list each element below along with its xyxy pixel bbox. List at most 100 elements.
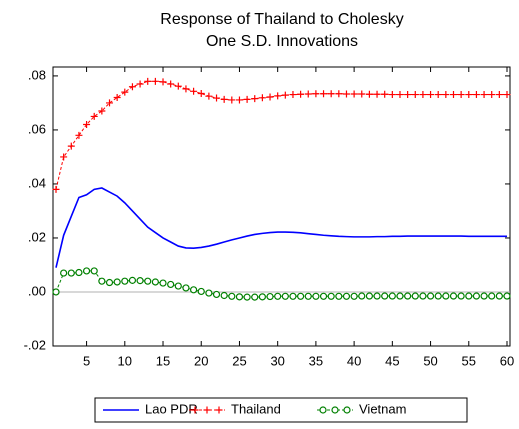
point [365,292,374,300]
point [358,90,366,98]
point [52,288,60,296]
point [396,91,404,99]
x-tick-label: 60 [500,353,514,368]
point [495,91,503,99]
point [90,267,98,275]
legend-marker [203,406,211,414]
point [281,91,289,99]
point [205,289,213,297]
point [312,90,320,98]
x-tick-label: 50 [423,353,437,368]
point [197,89,205,97]
legend-marker [319,406,327,414]
point [151,77,159,85]
point [121,277,129,285]
y-tick-label: .00 [28,283,46,298]
point [327,292,335,300]
point [136,277,144,285]
legend-label: Vietnam [359,401,406,416]
point [228,96,236,104]
point [465,292,473,300]
point [480,91,488,99]
point [106,99,114,107]
x-tick-label: 45 [385,353,399,368]
point [197,287,205,296]
point [251,293,259,301]
point [128,83,136,91]
point [434,292,442,300]
x-tick-label: 15 [156,353,170,368]
point [52,185,60,193]
point [350,90,358,98]
point [235,293,244,301]
point [98,107,106,115]
chart-title: Response of Thailand to Cholesky [160,11,403,28]
point [113,94,121,102]
point [243,95,251,103]
x-tick-label: 20 [194,353,208,368]
point [427,91,435,99]
point [266,93,274,101]
point [381,90,389,98]
point [488,91,496,99]
point [297,90,305,98]
series-line [55,80,507,190]
point [457,292,465,300]
point [274,292,282,300]
point [411,91,419,99]
point [105,278,114,287]
point [159,279,167,287]
point [335,292,343,300]
point [327,90,335,98]
legend-label: Thailand [231,401,281,416]
point [404,292,412,300]
point [472,292,481,300]
point [426,292,435,300]
legend-label: Lao PDR [145,401,198,416]
point [75,131,83,139]
y-tick-label: -.02 [24,337,46,352]
point [258,94,266,102]
point [174,82,182,90]
point [243,293,251,301]
point [480,292,488,300]
point [60,153,68,161]
y-tick-label: .02 [28,229,46,244]
y-tick-label: .06 [28,121,46,136]
point [213,94,221,102]
point [419,91,427,99]
point [396,292,404,300]
point [342,292,351,300]
point [319,292,328,300]
legend-marker [191,406,199,414]
point [388,292,396,300]
point [350,292,358,300]
point [312,292,320,300]
point [136,80,144,88]
point [174,282,182,290]
point [358,292,366,300]
point [335,90,343,98]
point [442,292,450,300]
point [503,292,511,300]
point [113,278,121,286]
point [189,286,198,294]
point [457,91,465,99]
point [98,277,106,285]
legend-frame [94,397,468,423]
point [212,290,221,299]
legend-marker [215,406,223,414]
point [151,278,159,286]
point [419,292,427,300]
point [83,121,91,129]
point [167,280,175,289]
point [465,91,473,99]
x-tick-label: 55 [462,353,476,368]
point [503,91,511,99]
point [320,90,328,98]
point [128,276,137,284]
x-tick-label: 40 [347,353,361,368]
point [388,91,396,99]
series-line [55,187,507,268]
